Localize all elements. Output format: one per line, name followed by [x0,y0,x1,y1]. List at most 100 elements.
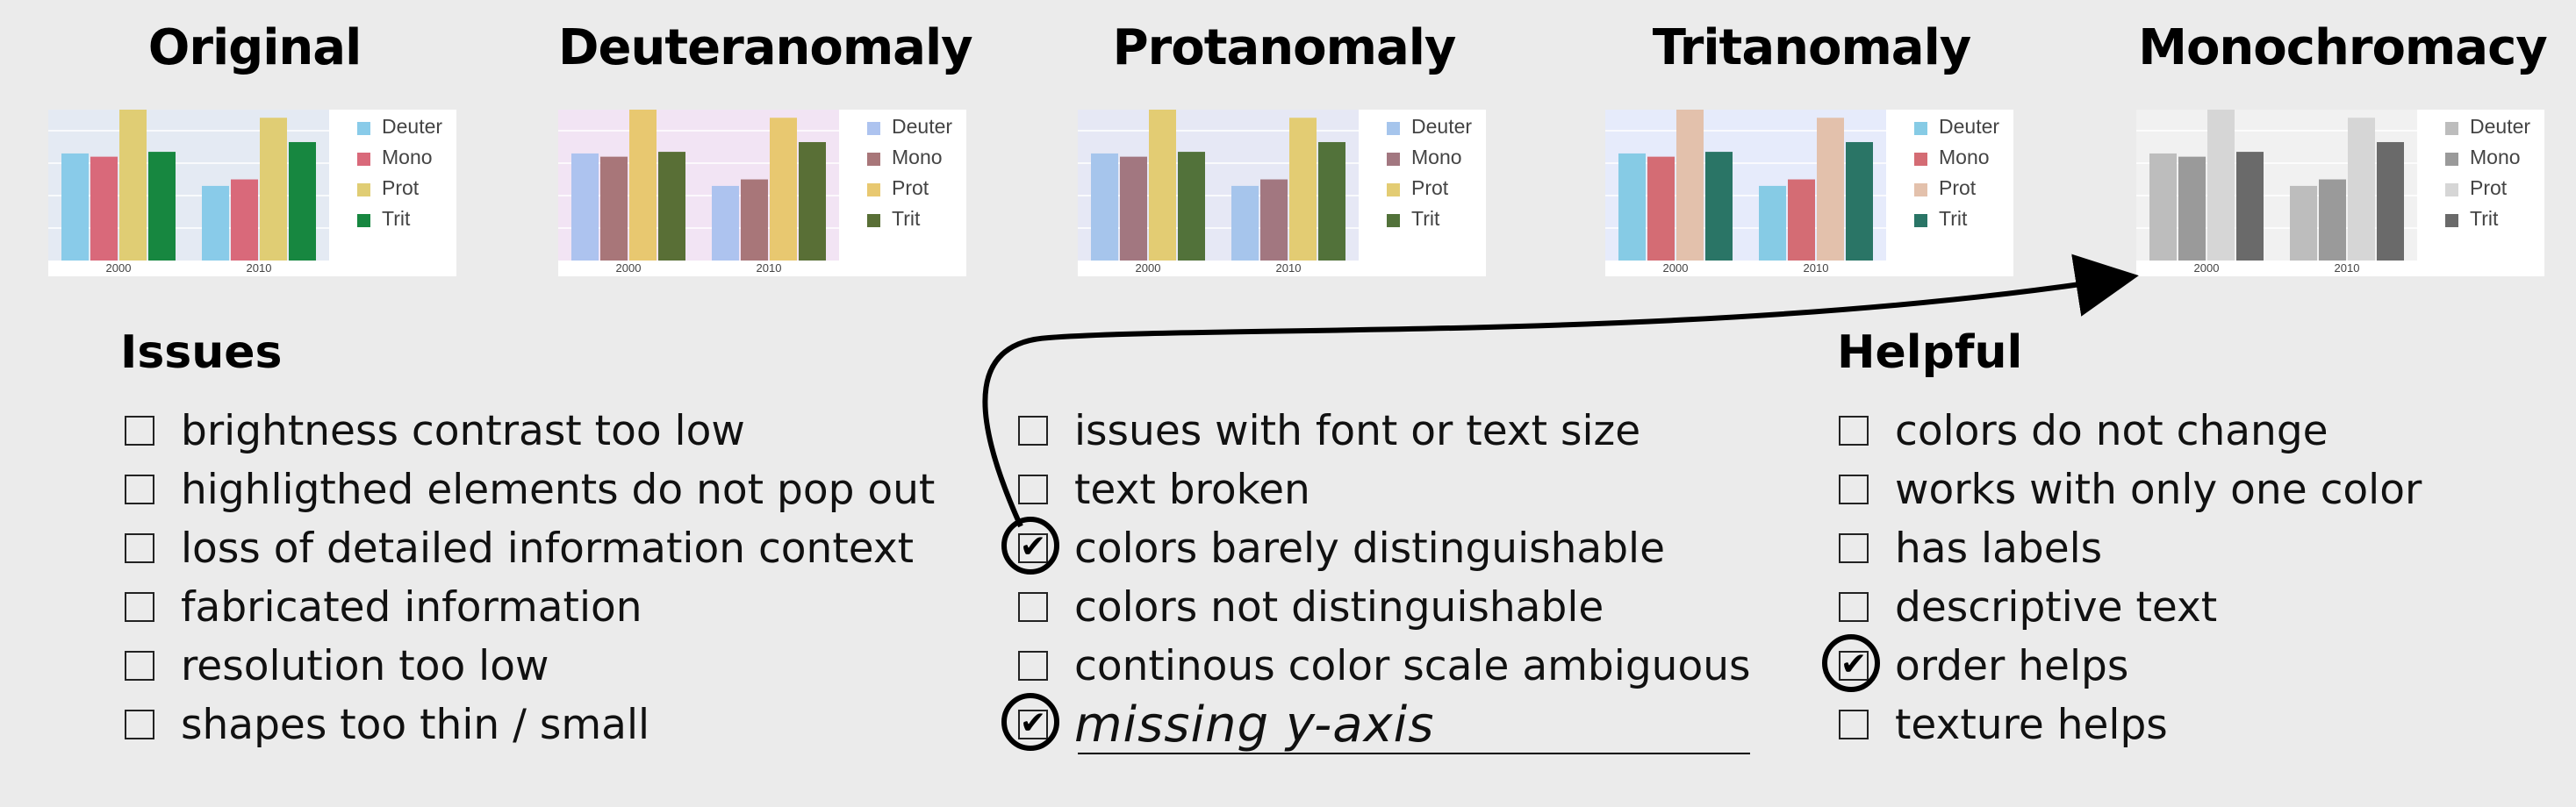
checklist-label: has labels [1895,524,2103,573]
bar [2290,185,2317,261]
checklist-label: loss of detailed information context [181,524,915,573]
checkbox[interactable] [1839,416,1869,446]
checkmark-icon: ✔ [1019,529,1047,565]
bar [1091,153,1118,261]
bar [1788,179,1815,261]
handwriting-underline [1078,753,1750,754]
checklist-label: order helps [1895,641,2129,690]
checklist-item[interactable]: works with only one color [1839,463,2422,516]
bar [260,118,287,261]
checkbox[interactable] [1018,416,1048,446]
checklist-item[interactable]: text broken [1018,463,1310,516]
bar [712,185,739,261]
checkbox[interactable] [1839,533,1869,563]
x-tick-label: 2000 [616,261,642,275]
checkbox[interactable] [1018,475,1048,504]
checkbox[interactable] [1839,710,1869,739]
bar [2348,118,2375,261]
bar [600,156,628,261]
panel-title: Monochromacy [2138,19,2548,76]
bar [1846,141,1873,261]
legend-label: Mono [1411,146,1462,168]
bar [2207,110,2235,261]
checked-checkbox[interactable]: ✔ [1822,634,1880,692]
bar [799,141,826,261]
checklist-item[interactable]: resolution too low [125,639,549,692]
legend-swatch [1914,153,1927,166]
legend-label: Trit [1411,207,1440,230]
checkbox[interactable] [1839,475,1869,504]
checklist-item[interactable]: ✔ colors barely distinguishable [1001,517,1666,575]
legend-swatch [357,214,370,227]
bar [770,118,797,261]
x-tick-label: 2010 [757,261,782,275]
checkbox[interactable] [125,475,154,504]
checkbox[interactable] [125,416,154,446]
bar [1289,118,1317,261]
checkbox[interactable] [1839,592,1869,622]
checklist-label: highligthed elements do not pop out [181,465,936,514]
bar [202,185,229,261]
checklist-label: fabricated information [181,582,642,632]
legend-swatch [1387,214,1400,227]
bar [1618,153,1646,261]
bar [1149,110,1176,261]
checklist-item[interactable]: ✔ missing y-axis [1001,693,1434,753]
checkbox[interactable] [125,533,154,563]
checkbox[interactable] [125,710,154,739]
legend-label: Prot [1939,176,1977,199]
checklist-item[interactable]: descriptive text [1839,581,2217,633]
checklist-label: brightness contrast too low [181,406,745,455]
bar [741,179,768,261]
legend-swatch [867,153,880,166]
checked-checkbox[interactable]: ✔ [1001,517,1059,575]
checklist-label: colors barely distinguishable [1074,524,1666,573]
legend-label: Trit [892,207,921,230]
x-tick-label: 2000 [2194,261,2220,275]
legend-label: Deuter [1411,115,1472,138]
checklist-item[interactable]: fabricated information [125,581,642,633]
x-tick-label: 2000 [106,261,132,275]
checklist-item[interactable]: colors do not change [1839,404,2328,457]
checkbox[interactable] [1018,651,1048,681]
checklist-label: colors do not change [1895,406,2328,455]
legend-swatch [357,122,370,135]
legend-label: Trit [1939,207,1968,230]
bar [1231,185,1259,261]
checklist-label: resolution too low [181,641,549,690]
chart-protanomaly: 2000 2010 Deuter Mono Prot Trit [1078,110,1486,276]
legend-swatch [2445,183,2458,196]
legend-label: Mono [382,146,433,168]
checklist-item[interactable]: texture helps [1839,698,2168,751]
checklist-item[interactable]: continous color scale ambiguous [1018,639,1750,692]
chart-svg: 2000 2010 Deuter Mono Prot Trit [558,110,966,276]
legend-label: Trit [382,207,411,230]
x-tick-label: 2010 [2335,261,2360,275]
checkbox[interactable] [125,592,154,622]
checklist-item[interactable]: loss of detailed information context [125,522,914,575]
checklist-item[interactable]: issues with font or text size [1018,404,1640,457]
bar [2319,179,2346,261]
checked-checkbox[interactable]: ✔ [1001,693,1059,751]
checklist-item[interactable]: ✔ order helps [1822,634,2129,692]
checkbox[interactable] [125,651,154,681]
checklist-item[interactable]: colors not distinguishable [1018,581,1604,633]
bar [148,152,176,261]
checklist-label: descriptive text [1895,582,2218,632]
bar [231,179,258,261]
bar [1759,185,1786,261]
bar [1178,152,1205,261]
bar [119,110,147,261]
legend-label: Deuter [2470,115,2530,138]
legend-label: Mono [1939,146,1990,168]
checklist-item[interactable]: has labels [1839,522,2102,575]
checklist-item[interactable]: shapes too thin / small [125,698,649,751]
legend-label: Trit [2470,207,2499,230]
bar [1676,110,1704,261]
legend-swatch [1387,122,1400,135]
bar [61,153,89,261]
checklist-item[interactable]: brightness contrast too low [125,404,745,457]
checkbox[interactable] [1018,592,1048,622]
x-tick-label: 2010 [1276,261,1302,275]
checklist-item[interactable]: highligthed elements do not pop out [125,463,935,516]
